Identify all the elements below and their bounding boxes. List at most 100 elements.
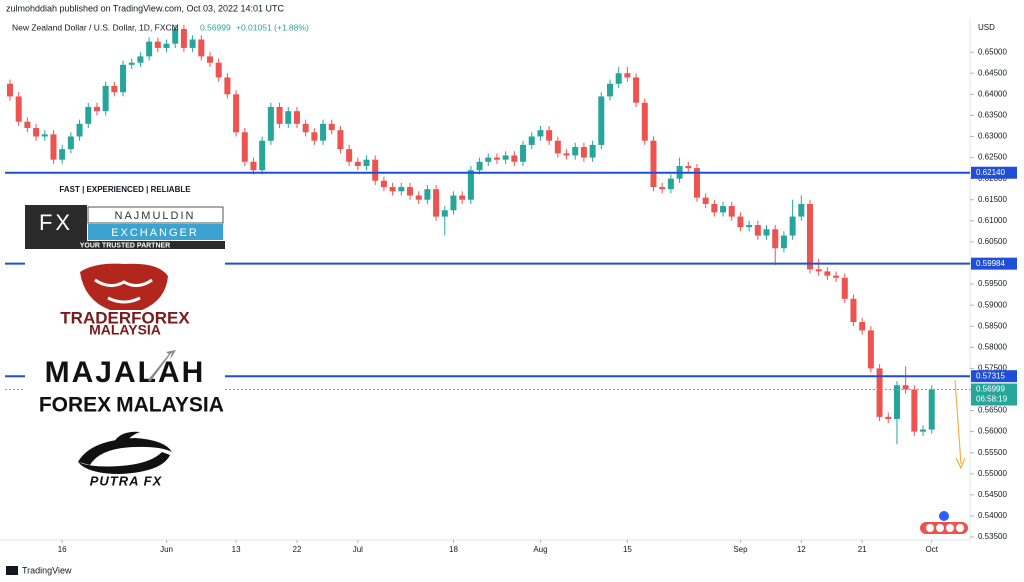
x-tick-label: Oct (926, 545, 939, 554)
candle-body (650, 140, 657, 188)
level-label-box (971, 370, 1017, 383)
y-tick-label: 0.58000 (978, 342, 1007, 351)
candle-body (146, 41, 153, 57)
candle-body (198, 39, 205, 57)
candle-body (459, 195, 466, 200)
logo-text: MAJALAH (45, 356, 206, 389)
x-tick-label: 13 (232, 545, 241, 554)
header-change: +0.01051 (+1.88%) (236, 22, 309, 32)
candle-body (833, 275, 840, 278)
y-tick-label: 0.59000 (978, 300, 1007, 309)
logo-traderforex: TRADERFOREX MALAYSIA (25, 262, 225, 338)
candle-body (33, 128, 40, 137)
logo-putra: PUTRA FX (60, 425, 190, 490)
candle-body (520, 144, 527, 162)
candle-body (337, 130, 344, 150)
x-tick-label: Jul (353, 545, 363, 554)
x-tick-label: 22 (293, 545, 302, 554)
candle-body (189, 39, 196, 48)
candle-body (902, 385, 909, 390)
candle-body (493, 157, 500, 160)
x-tick-label: 18 (449, 545, 458, 554)
candle-body (641, 102, 648, 141)
x-tick-label: Sep (733, 545, 748, 554)
logo-text: YOUR TRUSTED PARTNER (80, 242, 170, 249)
candle-body (572, 147, 579, 156)
level-label: 0.59984 (976, 259, 1005, 268)
candle-body (798, 203, 805, 217)
candle-body (467, 170, 474, 200)
candle-body (737, 216, 744, 228)
candle-body (920, 429, 927, 432)
candle-body (476, 161, 483, 171)
candle-body (580, 147, 587, 158)
candle-body (780, 235, 787, 249)
candle-body (893, 385, 900, 419)
candle-body (728, 206, 735, 217)
candle-body (76, 123, 83, 137)
publisher-header: zulmohddiah published on TradingView.com… (6, 3, 285, 13)
level-label-box (971, 257, 1017, 270)
x-tick-label: 21 (858, 545, 867, 554)
y-tick-label: 0.64500 (978, 68, 1007, 77)
candle-body (702, 197, 709, 204)
candle-body (15, 96, 22, 122)
candle-body (876, 368, 883, 417)
candle-body (267, 106, 274, 141)
candle-body (911, 389, 918, 432)
candle-body (276, 106, 283, 124)
logo-text: EXCHANGER (111, 227, 199, 239)
y-tick-label: 0.57500 (978, 363, 1007, 372)
last-price-label: 0.56999 (976, 385, 1005, 394)
logo-najmuldin: FAST | EXPERIENCED | RELIABLE FX NAJMULD… (25, 178, 225, 250)
candle-body (598, 96, 605, 145)
candle-body (859, 322, 866, 331)
header-price: 0.56999 (200, 22, 231, 32)
candle-body (120, 64, 127, 93)
candle-body (615, 73, 622, 84)
candle-body (215, 62, 222, 78)
y-tick-label: 0.60500 (978, 237, 1007, 246)
candle-body (450, 195, 457, 211)
candle-body (241, 132, 248, 162)
logo-text: NAJMULDIN (115, 210, 196, 222)
candle-body (293, 111, 300, 124)
x-tick-label: Aug (533, 545, 547, 554)
candle-body (163, 43, 170, 48)
candle-body (885, 416, 892, 419)
level-label: 0.62140 (976, 168, 1005, 177)
level-label-box (971, 166, 1017, 179)
candle-body (659, 187, 666, 190)
candle-body (380, 180, 387, 188)
candle-body (233, 94, 240, 133)
candle-body (589, 144, 596, 158)
candle-body (346, 149, 353, 162)
candle-body (354, 161, 361, 166)
y-tick-label: 0.58500 (978, 321, 1007, 330)
x-tick-label: 15 (623, 545, 632, 554)
logo-text: MALAYSIA (116, 394, 224, 417)
y-tick-label: 0.53500 (978, 532, 1007, 541)
countdown-label: 06:58:19 (976, 395, 1008, 404)
candle-body (807, 203, 813, 270)
candle-body (607, 83, 613, 97)
candle-body (224, 77, 231, 95)
candle-body (633, 77, 640, 103)
candle-body (372, 159, 379, 181)
level-label: 0.57315 (976, 371, 1005, 380)
candle-body (546, 130, 553, 141)
y-tick-label: 0.62500 (978, 153, 1007, 162)
candle-body (250, 161, 257, 171)
y-tick-label: 0.56500 (978, 406, 1007, 415)
candle-body (563, 153, 570, 156)
candle-body (763, 229, 770, 236)
logo-text: FAST | EXPERIENCED | RELIABLE (59, 185, 191, 194)
candle-body (624, 73, 631, 78)
forecast-arrow (954, 379, 966, 470)
footer-text: TradingView (22, 565, 72, 575)
candle-body (320, 123, 327, 141)
y-tick-label: 0.63500 (978, 111, 1007, 120)
candle-body (111, 85, 118, 93)
candle-body (93, 106, 100, 112)
